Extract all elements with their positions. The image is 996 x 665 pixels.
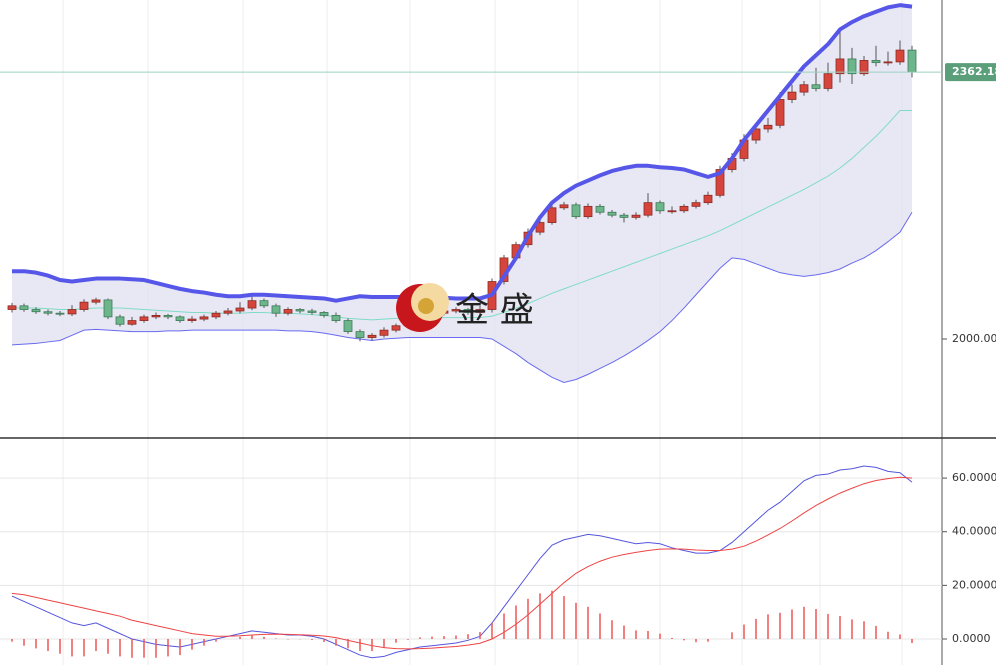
candle-body bbox=[151, 315, 161, 318]
candle-body bbox=[787, 91, 797, 100]
candle-body bbox=[763, 124, 773, 130]
candle-body bbox=[775, 99, 785, 126]
candle-body bbox=[31, 309, 41, 313]
candle-body bbox=[907, 49, 917, 73]
candle-body bbox=[55, 312, 65, 315]
candle-body bbox=[895, 49, 905, 63]
price-label-box bbox=[945, 63, 996, 82]
candle-body bbox=[703, 194, 713, 204]
candle-body bbox=[343, 320, 353, 333]
candle-body bbox=[595, 205, 605, 213]
candle-body bbox=[271, 305, 281, 314]
candle-body bbox=[211, 312, 221, 318]
candle-body bbox=[259, 300, 269, 307]
candle-body bbox=[91, 299, 101, 303]
candle-body bbox=[187, 318, 197, 321]
candle-body bbox=[463, 309, 473, 313]
candle-body bbox=[391, 325, 401, 331]
candle-body bbox=[319, 312, 329, 316]
line bbox=[12, 110, 912, 321]
candle-body bbox=[199, 316, 209, 320]
candle-body bbox=[379, 329, 389, 336]
candle-body bbox=[115, 316, 125, 325]
line bbox=[11, 476, 913, 650]
candle-body bbox=[655, 202, 665, 212]
candle-body bbox=[19, 305, 29, 310]
vertical-grid bbox=[62, 0, 903, 665]
candle-body bbox=[607, 211, 617, 216]
candle-body bbox=[139, 316, 149, 321]
line bbox=[12, 3, 913, 303]
candle-body bbox=[295, 309, 305, 312]
candle-body bbox=[127, 320, 137, 325]
candle-body bbox=[223, 310, 233, 314]
candle-body bbox=[103, 299, 113, 318]
candle-body bbox=[823, 73, 833, 89]
candle-body bbox=[175, 316, 185, 321]
candle-body bbox=[535, 222, 545, 233]
candle-body bbox=[67, 309, 77, 315]
candle-body bbox=[679, 205, 689, 212]
y-tick-label: 2000.00 bbox=[952, 332, 996, 345]
candle-body bbox=[283, 309, 293, 314]
y-tick-label: 60.0000 bbox=[952, 471, 996, 484]
candle-body bbox=[811, 84, 821, 89]
candle-body bbox=[547, 207, 557, 223]
candle-body bbox=[331, 315, 341, 321]
candle-body bbox=[835, 58, 845, 75]
candle-body bbox=[571, 204, 581, 218]
candle-body bbox=[847, 58, 857, 75]
candle-body bbox=[247, 300, 257, 309]
candle-body bbox=[799, 84, 809, 93]
watermark-logo bbox=[396, 283, 449, 332]
line bbox=[11, 211, 913, 383]
candle-body bbox=[631, 214, 641, 218]
candle-body bbox=[451, 309, 461, 312]
band-fill bbox=[12, 5, 912, 383]
candle-body bbox=[307, 310, 317, 313]
candle-body bbox=[859, 60, 869, 75]
candle-body bbox=[7, 305, 17, 310]
watermark-text: 金 盛 bbox=[455, 291, 534, 331]
candle-body bbox=[751, 128, 761, 141]
line bbox=[11, 465, 913, 659]
candle-body bbox=[871, 60, 881, 64]
y-tick-label: 20.0000 bbox=[952, 578, 996, 591]
candle-body bbox=[235, 307, 245, 312]
y-tick-label: 40.0000 bbox=[952, 525, 996, 538]
candle-body bbox=[475, 309, 485, 313]
candle-body bbox=[643, 202, 653, 216]
y-tick-label: 0.0000 bbox=[952, 632, 991, 645]
price-label: 2362.18 bbox=[952, 65, 996, 78]
candle-body bbox=[583, 205, 593, 218]
candle-body bbox=[715, 169, 725, 196]
candle-body bbox=[559, 204, 569, 209]
candle-body bbox=[163, 315, 173, 318]
candle-body bbox=[619, 214, 629, 218]
logo-inner bbox=[418, 298, 434, 314]
candle-body bbox=[883, 61, 893, 64]
candle-body bbox=[79, 301, 89, 310]
candle-body bbox=[367, 334, 377, 338]
candle-body bbox=[355, 331, 365, 338]
candle-body bbox=[691, 202, 701, 207]
candle-body bbox=[43, 311, 53, 314]
candle-body bbox=[667, 210, 677, 213]
